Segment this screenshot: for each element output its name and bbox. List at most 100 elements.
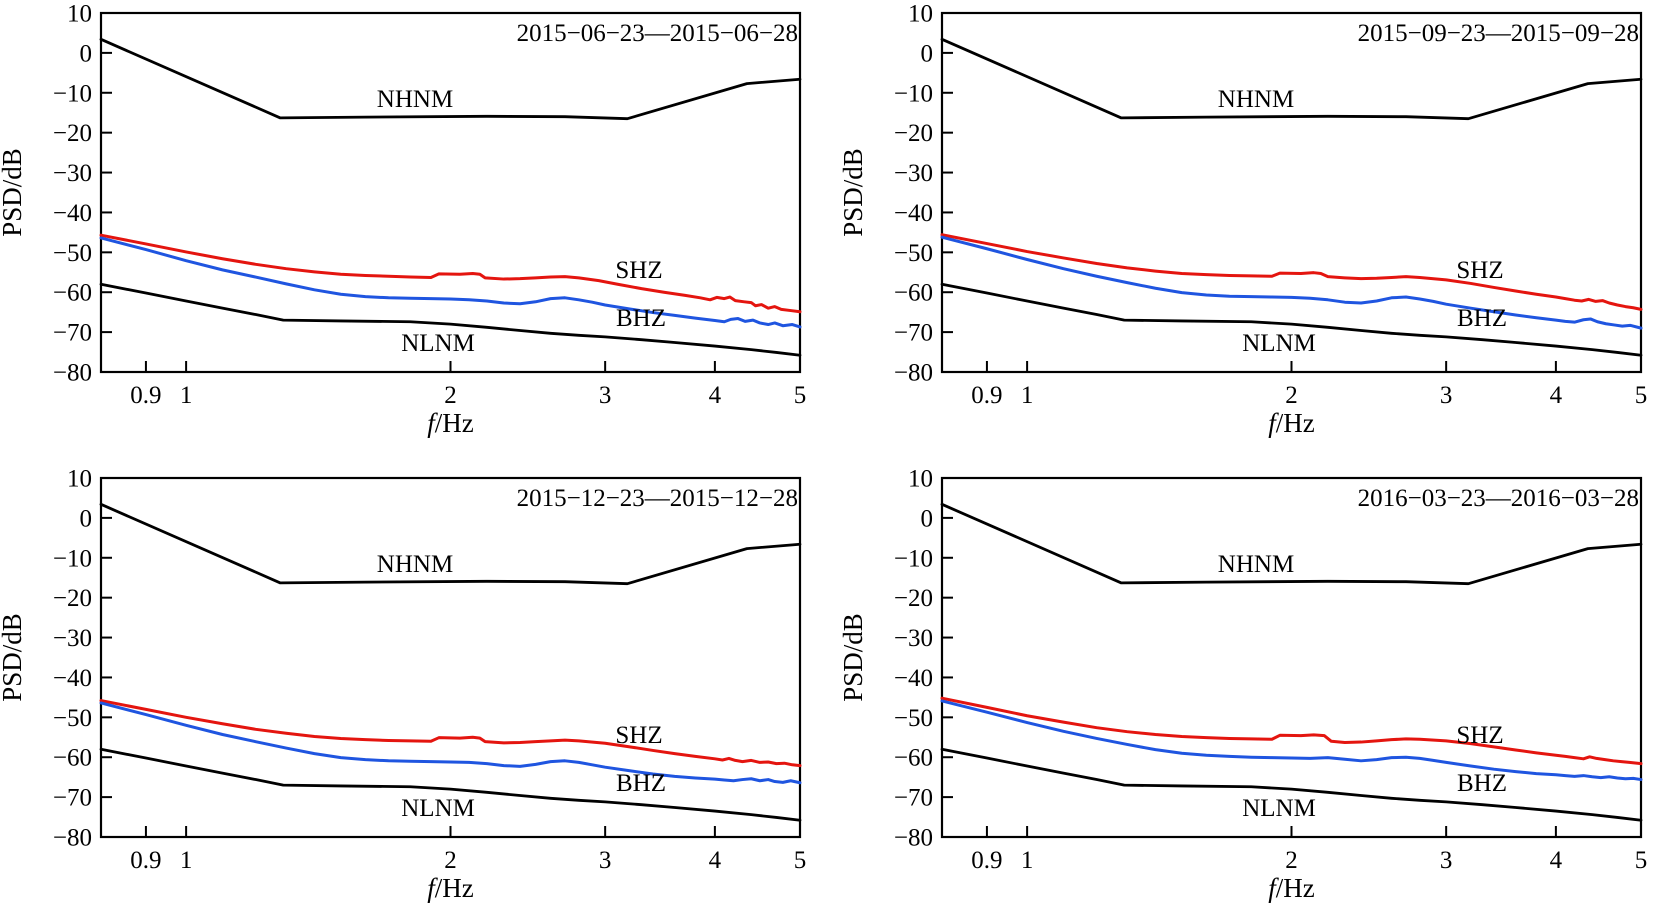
nhnm-label: NHNM [377,86,453,113]
nhnm-curve [940,37,1643,121]
x-tick-label: 2 [444,847,457,874]
y-tick-label: 0 [921,505,934,532]
x-tick-label: 1 [180,382,193,409]
y-tick-label: −20 [53,585,92,612]
y-tick-label: −70 [894,785,933,812]
y-tick-label: −50 [894,240,933,267]
x-axis-label: f/Hz [1268,873,1315,903]
x-tick-label: 3 [1440,382,1453,409]
y-tick-label: −10 [894,545,933,572]
nlnm-curve [99,282,802,357]
shz-curve [940,696,1643,766]
y-tick-label: −70 [53,320,92,347]
shz-label: SHZ [615,722,662,749]
bhz-curve [99,236,802,329]
y-tick-label: 10 [67,1,92,28]
x-tick-label: 5 [794,847,807,874]
x-tick-label: 2 [444,382,457,409]
x-tick-label: 2 [1285,847,1298,874]
y-tick-label: −30 [53,625,92,652]
y-tick-label: −10 [53,545,92,572]
nlnm-curve [940,282,1643,357]
y-tick-label: −70 [894,320,933,347]
y-tick-label: −20 [894,585,933,612]
y-tick-label: 10 [908,466,933,493]
y-tick-label: −30 [53,160,92,187]
y-tick-label: −20 [894,120,933,147]
nhnm-curve [99,37,802,121]
x-tick-label: 1 [180,847,193,874]
nlnm-curve [940,747,1643,822]
panel-date-range: 2015−09−23—2015−09−28 [1358,20,1639,47]
y-tick-label: −80 [53,360,92,387]
y-tick-label: −80 [894,825,933,852]
x-tick-label: 5 [1635,847,1648,874]
x-tick-label: 0.9 [130,382,161,409]
y-tick-label: −60 [53,745,92,772]
y-tick-label: −70 [53,785,92,812]
x-tick-label: 0.9 [971,847,1002,874]
x-tick-label: 3 [599,382,612,409]
bhz-curve [940,235,1643,330]
y-axis-label: PSD/dB [838,148,868,237]
y-tick-label: −50 [53,705,92,732]
plot-frame [99,476,802,839]
nlnm-label: NLNM [1242,330,1316,357]
shz-label: SHZ [1456,257,1503,284]
y-tick-label: 0 [921,40,934,67]
nhnm-label: NHNM [1218,86,1294,113]
y-tick-label: −60 [894,745,933,772]
x-tick-label: 0.9 [130,847,161,874]
psd-panel-4: 10 0 −10 −20 −30 −40 −50 −60 −70 −80 0.9 1 2 3 4 5 NHNM S… [838,466,1647,904]
nlnm-label: NLNM [1242,795,1316,822]
x-tick-label: 4 [1550,847,1563,874]
x-axis-label: f/Hz [427,873,474,903]
y-tick-label: −50 [53,240,92,267]
nhnm-label: NHNM [1218,551,1294,578]
shz-label: SHZ [615,257,662,284]
nlnm-label: NLNM [401,795,475,822]
y-tick-label: −60 [53,280,92,307]
y-tick-label: −20 [53,120,92,147]
x-axis-label: f/Hz [427,408,474,438]
y-tick-label: −40 [53,200,92,227]
plot-frame [940,11,1643,374]
y-tick-label: 10 [67,466,92,493]
panel-date-range: 2016−03−23—2016−03−28 [1358,485,1639,512]
bhz-label: BHZ [1457,305,1507,332]
shz-curve [99,699,802,768]
bhz-label: BHZ [616,305,666,332]
nhnm-curve [99,502,802,586]
x-tick-label: 3 [599,847,612,874]
psd-panel-1: 10 0 −10 −20 −30 −40 −50 −60 −70 −80 0.9 1 2 3 4 5 NHNM S… [0,1,806,439]
y-tick-label: 0 [80,505,93,532]
panel-date-range: 2015−12−23—2015−12−28 [517,485,798,512]
shz-curve [940,233,1643,311]
y-tick-label: −40 [894,200,933,227]
x-tick-label: 3 [1440,847,1453,874]
x-tick-label: 4 [709,847,722,874]
y-tick-label: 0 [80,40,93,67]
y-tick-label: −10 [53,80,92,107]
y-tick-label: −50 [894,705,933,732]
shz-curve [99,233,802,314]
x-tick-label: 2 [1285,382,1298,409]
x-tick-label: 4 [709,382,722,409]
y-tick-label: −80 [53,825,92,852]
x-axis-label: f/Hz [1268,408,1315,438]
plot-frame [940,476,1643,839]
x-tick-label: 1 [1021,382,1034,409]
shz-label: SHZ [1456,722,1503,749]
y-tick-label: 10 [908,1,933,28]
y-tick-label: −60 [894,280,933,307]
psd-panel-2: 10 0 −10 −20 −30 −40 −50 −60 −70 −80 0.9 1 2 3 4 5 NHNM S… [838,1,1647,439]
panel-date-range: 2015−06−23—2015−06−28 [517,20,798,47]
x-tick-label: 5 [1635,382,1648,409]
plot-frame [99,11,802,374]
bhz-label: BHZ [1457,770,1507,797]
nhnm-label: NHNM [377,551,453,578]
nlnm-curve [99,747,802,822]
y-tick-label: −10 [894,80,933,107]
